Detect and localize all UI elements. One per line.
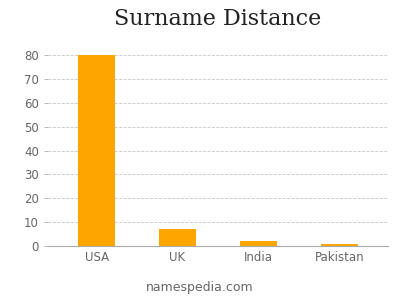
Title: Surname Distance: Surname Distance <box>114 8 322 30</box>
Bar <box>321 244 358 246</box>
Bar <box>240 241 277 246</box>
Bar <box>78 55 115 246</box>
Bar <box>159 229 196 246</box>
Text: namespedia.com: namespedia.com <box>146 281 254 294</box>
